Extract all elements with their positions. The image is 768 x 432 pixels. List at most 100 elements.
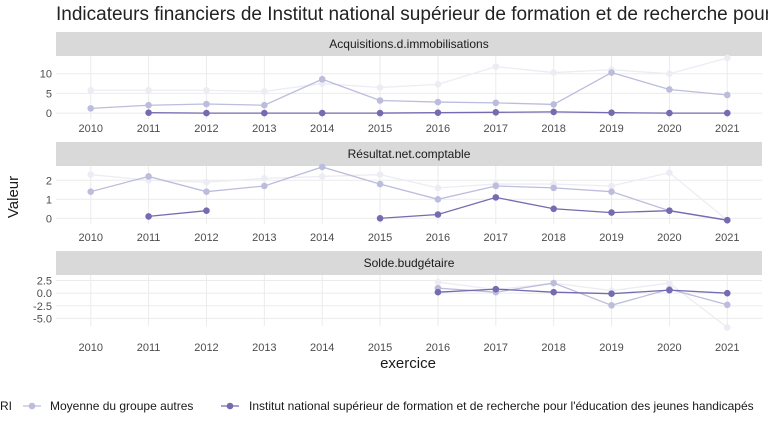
- x-tick-label: 2015: [368, 123, 392, 135]
- y-tick-label: -5.0: [33, 313, 52, 325]
- series-groupe: [87, 169, 731, 224]
- series-line: [90, 71, 728, 110]
- x-tick-label: 2013: [252, 123, 276, 135]
- series-line: [90, 171, 728, 221]
- data-point: [376, 171, 384, 178]
- data-point: [434, 195, 442, 203]
- data-point: [666, 207, 673, 214]
- legend-label: RI: [0, 399, 12, 413]
- data-point: [723, 301, 731, 309]
- data-point: [145, 109, 152, 116]
- data-point: [492, 63, 500, 70]
- x-tick-label: 2021: [715, 342, 739, 354]
- series-line: [437, 288, 728, 295]
- data-point: [723, 324, 731, 331]
- series-groupe: [87, 54, 731, 95]
- x-tick-label: 2021: [715, 232, 739, 244]
- x-tick-label: 2017: [484, 123, 508, 135]
- data-point: [145, 86, 152, 94]
- data-point: [550, 108, 557, 116]
- data-point: [318, 163, 326, 171]
- data-point: [723, 91, 731, 99]
- data-point: [376, 97, 384, 104]
- data-point: [318, 75, 326, 83]
- series-line: [148, 210, 207, 218]
- data-point: [203, 86, 210, 94]
- legend-key-point: [28, 402, 36, 410]
- data-point: [434, 81, 442, 88]
- data-point: [550, 288, 557, 296]
- data-point: [608, 188, 615, 195]
- series-line: [90, 166, 728, 221]
- data-point: [608, 209, 615, 216]
- data-point: [492, 194, 500, 201]
- data-point: [203, 188, 210, 195]
- x-tick-label: 2017: [484, 232, 508, 244]
- data-point: [550, 205, 557, 213]
- data-point: [376, 84, 384, 91]
- data-point: [492, 285, 500, 293]
- data-point: [550, 69, 557, 76]
- strip-label: Solde.budgétaire: [364, 256, 455, 270]
- data-point: [608, 69, 615, 76]
- data-point: [492, 109, 500, 116]
- x-tick-label: 2019: [599, 232, 623, 244]
- y-tick-label: 5: [46, 88, 52, 100]
- x-tick-label: 2010: [78, 342, 102, 354]
- x-tick-label: 2021: [715, 123, 739, 135]
- x-tick-label: 2016: [426, 342, 450, 354]
- strip-label: Résultat.net.comptable: [348, 147, 471, 161]
- chart-title: Indicateurs financiers de Institut natio…: [56, 4, 768, 25]
- data-point: [550, 184, 557, 192]
- series-etab: [145, 194, 731, 224]
- x-tick-label: 2014: [310, 342, 334, 354]
- x-tick-label: 2015: [368, 342, 392, 354]
- y-tick-label: -2.5: [33, 301, 52, 313]
- x-tick-label: 2016: [426, 232, 450, 244]
- data-point: [434, 211, 442, 218]
- x-tick-label: 2012: [194, 123, 218, 135]
- legend-label: Moyenne du groupe autres: [50, 399, 193, 413]
- series-line: [437, 281, 728, 329]
- strip-background: [56, 32, 762, 56]
- data-point: [434, 184, 442, 192]
- data-point: [723, 216, 731, 224]
- series-etab: [434, 285, 731, 297]
- data-point: [434, 109, 442, 116]
- data-point: [87, 171, 95, 178]
- data-point: [723, 109, 731, 117]
- data-point: [87, 188, 95, 195]
- data-point: [723, 289, 731, 297]
- y-tick-label: 1: [46, 194, 52, 206]
- data-point: [261, 88, 268, 95]
- x-tick-label: 2018: [541, 232, 565, 244]
- data-point: [203, 100, 210, 108]
- series-moyenne: [87, 69, 731, 112]
- data-point: [203, 109, 210, 117]
- series-line: [437, 282, 728, 306]
- data-point: [608, 182, 615, 190]
- series-moyenne: [434, 279, 731, 309]
- x-tick-label: 2013: [252, 232, 276, 244]
- y-axis-title: Valeur: [5, 176, 22, 218]
- x-tick-label: 2012: [194, 232, 218, 244]
- strip-background: [56, 142, 762, 166]
- data-point: [203, 207, 210, 214]
- data-point: [261, 109, 268, 117]
- x-tick-label: 2014: [310, 123, 334, 135]
- data-point: [666, 70, 673, 78]
- legend-item-moyenne: Moyenne du groupe autres: [23, 399, 193, 413]
- y-tick-label: 0.0: [37, 288, 52, 300]
- x-tick-label: 2020: [657, 342, 681, 354]
- x-tick-label: 2014: [310, 232, 334, 244]
- y-tick-label: 2: [46, 175, 52, 187]
- data-point: [608, 301, 615, 309]
- x-tick-label: 2018: [541, 342, 565, 354]
- x-tick-label: 2013: [252, 342, 276, 354]
- data-point: [434, 98, 442, 106]
- x-tick-label: 2012: [194, 342, 218, 354]
- x-tick-label: 2010: [78, 123, 102, 135]
- data-point: [666, 286, 673, 294]
